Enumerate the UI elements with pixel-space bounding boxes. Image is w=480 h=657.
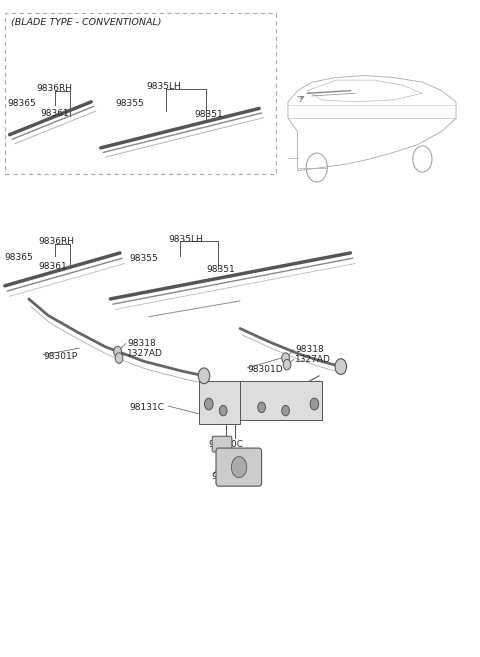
Circle shape xyxy=(115,353,123,363)
Circle shape xyxy=(282,353,289,363)
Text: (BLADE TYPE - CONVENTIONAL): (BLADE TYPE - CONVENTIONAL) xyxy=(11,18,161,28)
Bar xyxy=(199,381,240,424)
Text: 98355: 98355 xyxy=(130,254,158,263)
Text: 98355: 98355 xyxy=(115,99,144,108)
Text: 98361: 98361 xyxy=(41,108,70,118)
Circle shape xyxy=(219,405,227,416)
Text: 98318: 98318 xyxy=(127,339,156,348)
Circle shape xyxy=(198,368,210,384)
Circle shape xyxy=(231,457,247,478)
Text: 98100: 98100 xyxy=(211,472,240,481)
Circle shape xyxy=(282,405,289,416)
Text: 98361: 98361 xyxy=(38,262,67,271)
Text: 98160C: 98160C xyxy=(209,440,244,449)
Text: 9836RH: 9836RH xyxy=(38,237,74,246)
Text: 9835LH: 9835LH xyxy=(146,82,181,91)
Circle shape xyxy=(283,359,291,370)
Text: 98301P: 98301P xyxy=(43,352,77,361)
Text: 98365: 98365 xyxy=(5,253,34,262)
Text: 98200: 98200 xyxy=(238,406,266,415)
FancyBboxPatch shape xyxy=(212,436,232,452)
Circle shape xyxy=(310,398,319,410)
Text: 98318: 98318 xyxy=(295,345,324,354)
Circle shape xyxy=(114,346,121,357)
Circle shape xyxy=(335,359,347,374)
Text: 98351: 98351 xyxy=(194,110,223,119)
Text: 9836RH: 9836RH xyxy=(36,83,72,93)
Text: 9835LH: 9835LH xyxy=(168,235,203,244)
Circle shape xyxy=(258,402,265,413)
Text: 98351: 98351 xyxy=(206,265,235,274)
Circle shape xyxy=(204,398,213,410)
Text: 1327AD: 1327AD xyxy=(295,355,331,364)
FancyBboxPatch shape xyxy=(216,448,262,486)
Text: 98301D: 98301D xyxy=(247,365,283,374)
Bar xyxy=(240,381,322,420)
Text: 98131C: 98131C xyxy=(130,403,165,412)
Text: 98365: 98365 xyxy=(7,99,36,108)
Text: 1327AD: 1327AD xyxy=(127,349,163,358)
Bar xyxy=(5,13,276,174)
